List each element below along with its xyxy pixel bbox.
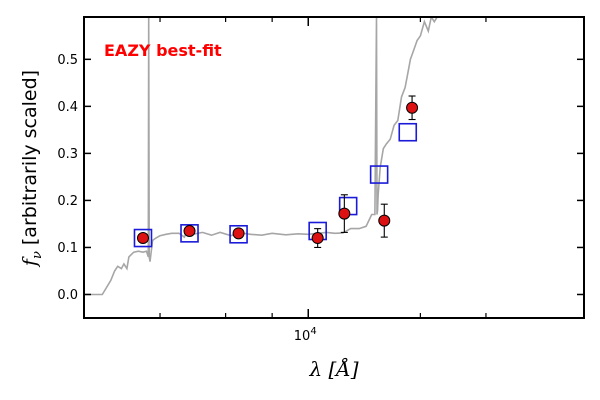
observed-marker bbox=[136, 232, 149, 245]
observed-marker bbox=[232, 227, 245, 240]
annotation: EAZY best-fit bbox=[104, 41, 222, 60]
model-photometry-marker bbox=[369, 165, 389, 184]
observed-marker bbox=[311, 232, 324, 245]
y-tick-label: 0.5 bbox=[57, 53, 78, 68]
y-tick-label: 0.1 bbox=[57, 241, 78, 256]
model-photometry-marker bbox=[133, 228, 153, 248]
plot-area bbox=[84, 17, 443, 296]
observed-photometry-point bbox=[311, 228, 324, 249]
y-tick-label: 0.3 bbox=[57, 147, 78, 162]
y-axis-label-rest: [arbitrarily scaled] bbox=[19, 70, 41, 251]
observed-photometry-point bbox=[183, 224, 196, 237]
y-tick-label: 0.4 bbox=[57, 100, 78, 115]
observed-marker bbox=[183, 224, 196, 237]
observed-photometry-point bbox=[406, 95, 419, 121]
observed-marker bbox=[338, 207, 351, 220]
model-photometry-marker bbox=[229, 224, 248, 244]
observed-marker bbox=[406, 101, 419, 114]
ticks-layer: 0.0 0.1 0.2 0.3 0.4 0.5 104 bbox=[57, 17, 584, 344]
observed-photometry-point bbox=[232, 227, 245, 240]
model-photometry-marker bbox=[398, 122, 418, 142]
observed-marker bbox=[378, 214, 391, 227]
y-tick-label: 0.2 bbox=[57, 194, 78, 209]
y-axis-label-sub: ν bbox=[30, 251, 45, 259]
observed-photometry-point bbox=[338, 194, 351, 233]
observed-photometry-point bbox=[136, 232, 149, 245]
observed-photometry-point bbox=[378, 203, 391, 238]
y-axis-label-f: f bbox=[19, 256, 41, 268]
sed-best-fit-line bbox=[84, 17, 443, 296]
x-axis-label: λ [Å] bbox=[308, 356, 358, 381]
y-tick-label: 0.0 bbox=[57, 288, 78, 303]
x-tick-label: 104 bbox=[294, 326, 317, 344]
model-photometry-layer bbox=[133, 122, 418, 248]
model-photometry-marker bbox=[180, 224, 199, 243]
observed-photometry-layer bbox=[136, 95, 419, 249]
y-axis-label: fν [arbitrarily scaled] bbox=[19, 70, 45, 268]
sed-layer bbox=[84, 17, 443, 296]
plot-frame bbox=[83, 16, 585, 319]
